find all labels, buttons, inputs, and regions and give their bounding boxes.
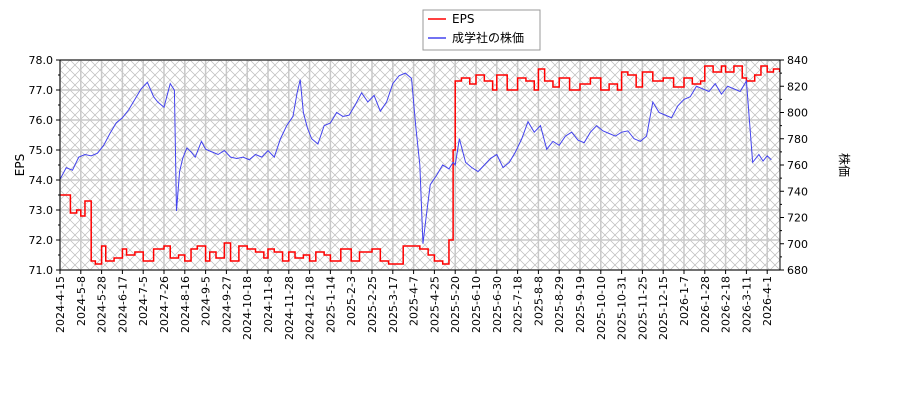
eps-line [60,65,780,265]
x-tick-label: 2024-11-8 [262,276,275,333]
right-tick-label: 700 [787,238,808,251]
left-tick-label: 75.0 [29,144,54,157]
x-tick-label: 2025-3-17 [387,276,400,333]
x-tick-label: 2025-2-3 [345,276,358,326]
x-tick-label: 2025-9-19 [574,276,587,333]
x-tick-label: 2025-10-31 [616,276,629,340]
right-tick-label: 760 [787,159,808,172]
right-axis-title: 株価 [837,153,852,177]
x-tick-label: 2025-2-25 [366,276,379,333]
data-lines [60,65,780,265]
left-tick-label: 73.0 [29,204,54,217]
x-tick-label: 2025-4-7 [408,276,421,326]
x-tick-label: 2024-5-28 [96,276,109,333]
x-tick-label: 2026-3-11 [740,276,753,333]
right-tick-label: 800 [787,107,808,120]
x-tick-label: 2026-1-7 [678,276,691,326]
x-tick-label: 2024-9-5 [200,276,213,326]
x-tick-label: 2024-4-15 [54,276,67,333]
x-tick-label: 2025-8-8 [532,276,545,326]
x-tick-label: 2025-6-10 [470,276,483,333]
x-tick-label: 2025-7-18 [512,276,525,333]
x-tick-label: 2025-5-20 [449,276,462,333]
right-tick-label: 820 [787,80,808,93]
x-tick-label: 2025-11-25 [636,276,649,340]
legend-label-stock-price: 成学社の株価 [452,30,524,45]
left-tick-label: 72.0 [29,234,54,247]
left-tick-label: 74.0 [29,174,54,187]
left-tick-label: 76.0 [29,114,54,127]
x-tick-label: 2024-11-28 [283,276,296,340]
x-tick-label: 2024-6-17 [116,276,129,333]
right-tick-label: 720 [787,212,808,225]
legend: EPS 成学社の株価 [422,9,541,51]
right-tick-label: 680 [787,264,808,277]
x-tick-label: 2026-4-1 [761,276,774,326]
legend-label-eps: EPS [452,12,474,26]
left-tick-label: 77.0 [29,84,54,97]
stock-price-line [60,72,772,244]
x-tick-label: 2026-1-28 [699,276,712,333]
x-tick-label: 2024-7-26 [158,276,171,333]
x-tick-label: 2025-4-25 [428,276,441,333]
x-tick-label: 2026-2-18 [720,276,733,333]
plot-area [59,59,781,271]
left-tick-label: 78.0 [29,54,54,67]
left-axis-title: EPS [13,154,27,176]
right-y-axis: 680 700 720 740 760 780 800 820 840 [780,54,808,277]
left-y-axis: 71.0 72.0 73.0 74.0 75.0 76.0 77.0 78.0 [29,54,60,277]
x-tick-label: 2024-9-27 [220,276,233,333]
x-tick-label: 2025-8-29 [553,276,566,333]
x-tick-label: 2024-8-16 [179,276,192,333]
x-tick-label: 2024-10-18 [241,276,254,340]
right-tick-label: 840 [787,54,808,67]
x-tick-label: 2025-10-10 [595,276,608,340]
x-tick-label: 2024-5-8 [75,276,88,326]
right-tick-label: 740 [787,185,808,198]
x-tick-label: 2025-12-15 [657,276,670,340]
right-tick-label: 780 [787,133,808,146]
x-tick-label: 2025-1-14 [324,276,337,333]
x-tick-label: 2024-12-18 [304,276,317,340]
x-axis: 2024-4-15 2024-5-8 2024-5-28 2024-6-17 2024-… [54,270,774,340]
x-tick-label: 2025-6-30 [491,276,504,333]
left-tick-label: 71.0 [29,264,54,277]
x-tick-label: 2024-7-5 [137,276,150,326]
